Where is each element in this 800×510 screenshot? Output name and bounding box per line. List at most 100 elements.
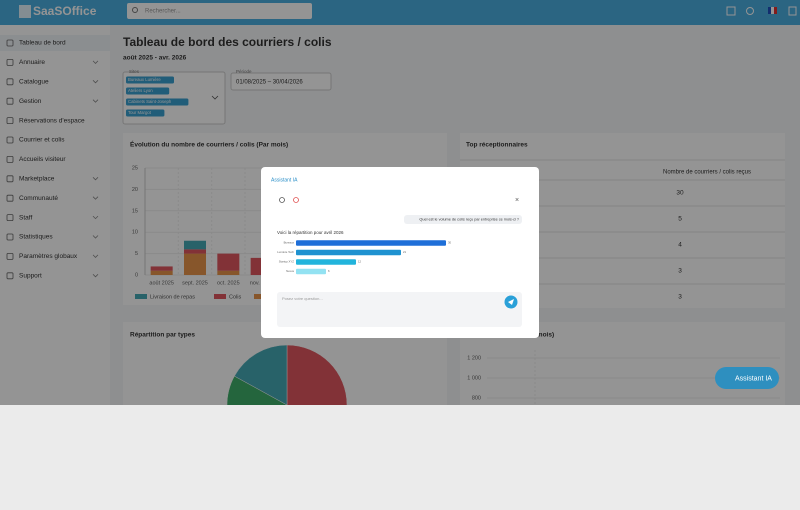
floating: Assistant IA Assistant IA × Quel est le … xyxy=(261,167,779,389)
site-chip xyxy=(126,109,165,117)
x-tick-label: oct. 2025 xyxy=(217,280,240,286)
bar-segment xyxy=(150,266,173,271)
bar-segment xyxy=(150,270,173,275)
category-label: Bureaux xyxy=(284,241,295,245)
chevron xyxy=(92,80,99,84)
table-cell: 3 xyxy=(678,268,682,275)
field-label: Période xyxy=(236,69,252,74)
logo: SaaSOffice xyxy=(33,4,97,18)
table-cell: 5 xyxy=(678,216,682,223)
theme-icon[interactable] xyxy=(746,7,754,15)
menu-item[interactable]: Catalogue xyxy=(19,79,49,86)
search-box[interactable] xyxy=(127,3,312,19)
bar-segment xyxy=(217,270,240,275)
pie-slice xyxy=(234,344,288,405)
menu-item[interactable]: Gestion xyxy=(19,98,42,105)
chevron xyxy=(92,99,99,103)
menu-item[interactable]: Paramètres globaux xyxy=(19,253,78,260)
page-title: Tableau de bord des courriers / colis xyxy=(123,35,332,49)
bar xyxy=(296,240,446,246)
y-tick-label: 800 xyxy=(472,395,481,401)
menu-icon xyxy=(6,214,14,222)
legend-swatch xyxy=(214,294,226,299)
pin-icon[interactable] xyxy=(293,197,299,203)
user-question: Quel est le volume de colis reçu par ent… xyxy=(419,218,519,222)
bar-segment xyxy=(184,253,206,275)
user-bubble xyxy=(404,215,522,224)
table-cell: 3 xyxy=(678,294,682,301)
x-tick-label: août 2025 xyxy=(149,280,173,286)
category-label: Startup XYZ xyxy=(279,260,295,264)
menu-item[interactable]: Accueils visiteur xyxy=(19,156,66,163)
chat-input[interactable] xyxy=(277,292,522,327)
chevron xyxy=(92,254,99,258)
period-value: 01/08/2025 – 30/04/2026 xyxy=(236,80,303,86)
site-chip xyxy=(126,87,170,95)
close-icon[interactable]: × xyxy=(515,197,519,204)
table-cell: 4 xyxy=(678,242,682,249)
menu-icon xyxy=(6,39,14,47)
pie-slice xyxy=(226,375,288,405)
site-chip xyxy=(126,76,174,84)
site-chip-label: Bureaux Lumière xyxy=(128,77,161,82)
menu-item[interactable]: Marketplace xyxy=(19,176,55,183)
flag-blue[interactable] xyxy=(768,7,771,14)
menu-icon xyxy=(6,233,14,241)
menu-item[interactable]: Courrier et colis xyxy=(19,137,65,144)
card-title: Top réceptionnaires xyxy=(466,142,528,149)
value-label: 30 xyxy=(448,241,452,245)
flag-white xyxy=(771,7,774,14)
y-tick-label: 10 xyxy=(132,230,138,236)
menu-icon xyxy=(6,252,14,260)
site-chip-label: Tour Margot xyxy=(128,110,152,115)
menu-item[interactable]: Support xyxy=(19,273,42,280)
menu-icon xyxy=(6,78,14,86)
menu-icon xyxy=(6,272,14,280)
period-input[interactable] xyxy=(230,72,332,91)
y-tick-label: 15 xyxy=(132,208,138,214)
flag-red xyxy=(774,7,777,14)
bar xyxy=(296,249,401,256)
logout-icon[interactable] xyxy=(788,6,797,16)
assistant-button[interactable] xyxy=(715,367,779,389)
page-subtitle: août 2025 - avr. 2026 xyxy=(123,55,187,62)
site-chip-label: Ateliers Lyon xyxy=(128,88,153,93)
bar-segment xyxy=(184,249,206,254)
legend-swatch xyxy=(254,294,266,299)
menu-item[interactable]: Staff xyxy=(19,214,32,221)
send-icon xyxy=(508,299,514,305)
legend-label: Livraison de repas xyxy=(150,294,195,300)
menu-item[interactable]: Annuaire xyxy=(19,59,45,66)
menu-icon xyxy=(6,59,14,66)
menu-icon xyxy=(6,175,14,183)
category-label: Lumière Tech xyxy=(277,250,294,254)
menu-item[interactable]: Communauté xyxy=(19,195,58,202)
bar xyxy=(296,268,326,275)
sidebar xyxy=(0,25,110,405)
table-cell: 30 xyxy=(676,190,684,197)
history-icon[interactable] xyxy=(279,197,285,203)
site-chip-label: Cabinets Saint-Joseph xyxy=(128,99,172,104)
bar-segment xyxy=(184,240,206,250)
menu-item[interactable]: Réservations d'espace xyxy=(19,117,85,124)
logo-icon xyxy=(19,5,31,18)
chart-icon[interactable] xyxy=(726,6,736,16)
value-label: 12 xyxy=(358,260,362,264)
menu-icon xyxy=(6,97,14,105)
y-tick-label: 25 xyxy=(132,165,138,171)
card-title: Évolution du nombre de courriers / colis… xyxy=(130,140,288,149)
table-header: Nombre de courriers / colis reçus xyxy=(663,170,751,176)
chevron xyxy=(92,196,99,200)
menu-icon xyxy=(6,136,14,144)
chevron xyxy=(92,274,99,278)
menu-item[interactable]: Tableau de bord xyxy=(19,40,66,47)
menu-item[interactable]: Statistiques xyxy=(19,234,53,241)
assistant-answer: Voici la répartition pour avril 2026 xyxy=(277,230,344,235)
legend-label: Colis xyxy=(229,294,241,300)
x-tick-label: sept. 2025 xyxy=(182,280,208,286)
chevron xyxy=(92,60,99,64)
value-label: 21 xyxy=(403,250,407,254)
menu-icon xyxy=(6,155,14,163)
y-tick-label: 1 000 xyxy=(467,375,481,381)
